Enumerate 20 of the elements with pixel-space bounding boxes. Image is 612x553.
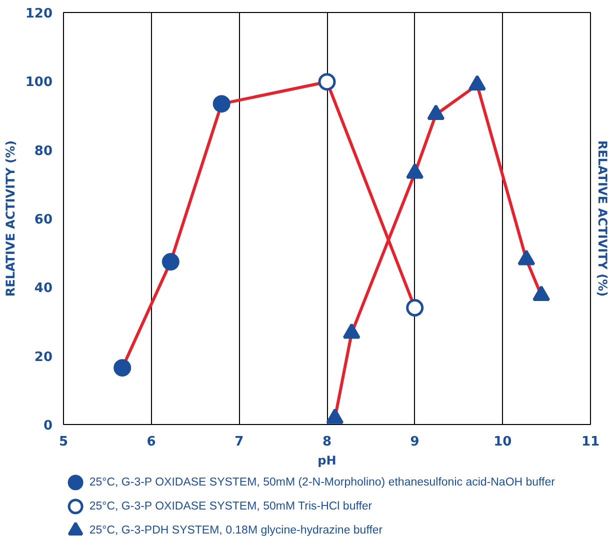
legend-label: 25°C, G-3-P OXIDASE SYSTEM, 50mM Tris-HCl buffer — [89, 500, 372, 512]
y-tick-label: 0 — [43, 418, 52, 434]
x-axis-title: pH — [318, 454, 336, 468]
y-tick-label: 120 — [25, 6, 53, 22]
y-tick-label: 60 — [34, 212, 53, 228]
y-tick-label: 40 — [34, 281, 53, 296]
x-tick-label: 10 — [494, 434, 512, 450]
y-tick-label: 20 — [34, 350, 53, 365]
x-tick-label: 11 — [581, 434, 600, 450]
legend-label: 25°C, G-3-P OXIDASE SYSTEM, 50mM (2-N-Morpholino) ethanesulfonic acid-NaOH buffer — [89, 476, 556, 488]
legend-label: 25°C, G-3-PDH SYSTEM, 0.18M glycine-hydrazine buffer — [89, 524, 383, 536]
x-tick-label: 8 — [322, 434, 332, 450]
y-tick-label: 80 — [34, 144, 53, 159]
y2-axis-title: RELATIVE ACTIVITY (%) — [596, 140, 610, 297]
x-tick-label: 7 — [234, 434, 244, 450]
x-tick-label: 6 — [146, 434, 156, 450]
x-tick-label: 5 — [58, 434, 68, 450]
y-axis-title: RELATIVE ACTIVITY (%) — [3, 140, 18, 297]
x-tick-label: 9 — [410, 434, 420, 450]
y-tick-label: 100 — [25, 75, 53, 90]
